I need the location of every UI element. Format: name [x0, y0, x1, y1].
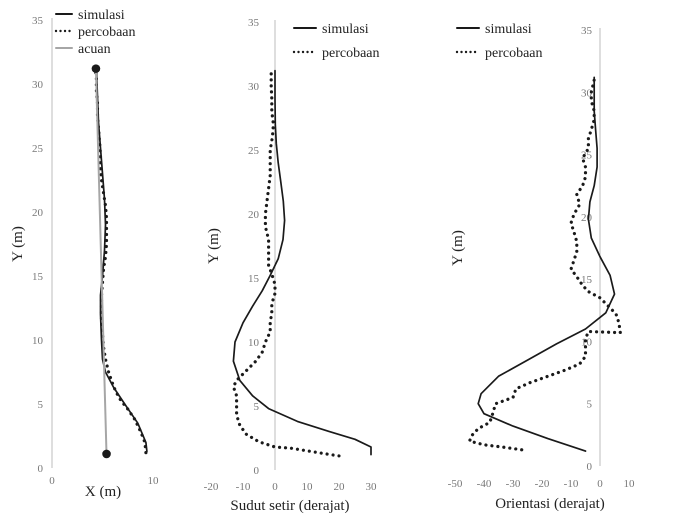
- y-tick-label: 35: [32, 15, 44, 27]
- x-tick-label: -30: [506, 478, 521, 490]
- x-axis-label: X (m): [85, 484, 121, 500]
- series-percobaan-line: [93, 67, 148, 455]
- series-simulasi-line: [232, 69, 372, 456]
- y-tick-label: 20: [581, 212, 593, 224]
- x-tick-label: -10: [564, 478, 579, 490]
- y-axis-label: Y (m): [10, 226, 26, 262]
- y-tick-label: 0: [38, 463, 44, 475]
- y-tick-label: 5: [587, 399, 593, 411]
- x-tick-label: -20: [204, 481, 219, 493]
- y-tick-label: 35: [248, 17, 260, 29]
- panel-orientation: 0 5 10 15 20 25 30 35 -50 -40 -30 -20 -10 0 10 simulasi…: [448, 22, 635, 512]
- y-tick-label: 15: [248, 273, 260, 285]
- y-tick-label: 10: [581, 336, 593, 348]
- y-tick-label: 0: [254, 465, 260, 477]
- y-tick-label: 35: [581, 25, 593, 37]
- series-acuan-marker: [102, 449, 111, 459]
- legend-label-percobaan: percobaan: [322, 46, 380, 61]
- y-tick-label: 25: [581, 150, 593, 162]
- x-tick-label: 30: [366, 481, 378, 493]
- y-tick-label: 20: [248, 209, 260, 221]
- series-simulasi-line: [477, 76, 616, 452]
- y-tick-label: 15: [32, 271, 44, 283]
- y-tick-label: 10: [32, 335, 44, 347]
- x-axis-label: Orientasi (derajat): [495, 496, 605, 512]
- y-tick-label: 30: [32, 79, 44, 91]
- series-percobaan-line: [467, 78, 622, 452]
- panel-position: 0 5 10 15 20 25 30 35 0 10 simulasi percobaan acuan X…: [10, 8, 159, 500]
- y-tick-label: 20: [32, 207, 44, 219]
- x-tick-label: 0: [49, 475, 55, 487]
- legend-label-percobaan: percobaan: [78, 25, 136, 40]
- legend-label-percobaan: percobaan: [485, 46, 543, 61]
- x-axis-label: Sudut setir (derajat): [230, 498, 349, 514]
- y-axis-label: Y (m): [450, 230, 466, 266]
- x-tick-label: -50: [448, 478, 463, 490]
- x-tick-label: 0: [597, 478, 603, 490]
- legend-label-simulasi: simulasi: [78, 8, 125, 23]
- y-axis-label: Y (m): [206, 228, 222, 264]
- x-tick-label: -10: [236, 481, 251, 493]
- y-tick-label: 0: [587, 461, 593, 473]
- x-tick-label: -40: [477, 478, 492, 490]
- y-tick-label: 30: [581, 87, 593, 99]
- x-tick-label: 0: [272, 481, 278, 493]
- y-tick-label: 25: [32, 143, 44, 155]
- y-tick-label: 30: [248, 81, 260, 93]
- x-tick-label: 10: [624, 478, 636, 490]
- y-tick-label: 25: [248, 145, 260, 157]
- y-tick-label: 5: [254, 401, 260, 413]
- legend-label-simulasi: simulasi: [485, 22, 532, 37]
- y-tick-label: 5: [38, 399, 44, 411]
- x-tick-label: 10: [302, 481, 314, 493]
- legend-label-acuan: acuan: [78, 42, 111, 57]
- series-acuan-line: [94, 67, 108, 455]
- x-tick-label: 20: [334, 481, 346, 493]
- y-tick-label: 10: [248, 337, 260, 349]
- x-tick-label: -20: [535, 478, 550, 490]
- y-tick-label: 15: [581, 274, 593, 286]
- legend-label-simulasi: simulasi: [322, 22, 369, 37]
- x-tick-label: 10: [148, 475, 160, 487]
- series-acuan-marker: [91, 64, 101, 73]
- series-percobaan-line: [231, 71, 341, 458]
